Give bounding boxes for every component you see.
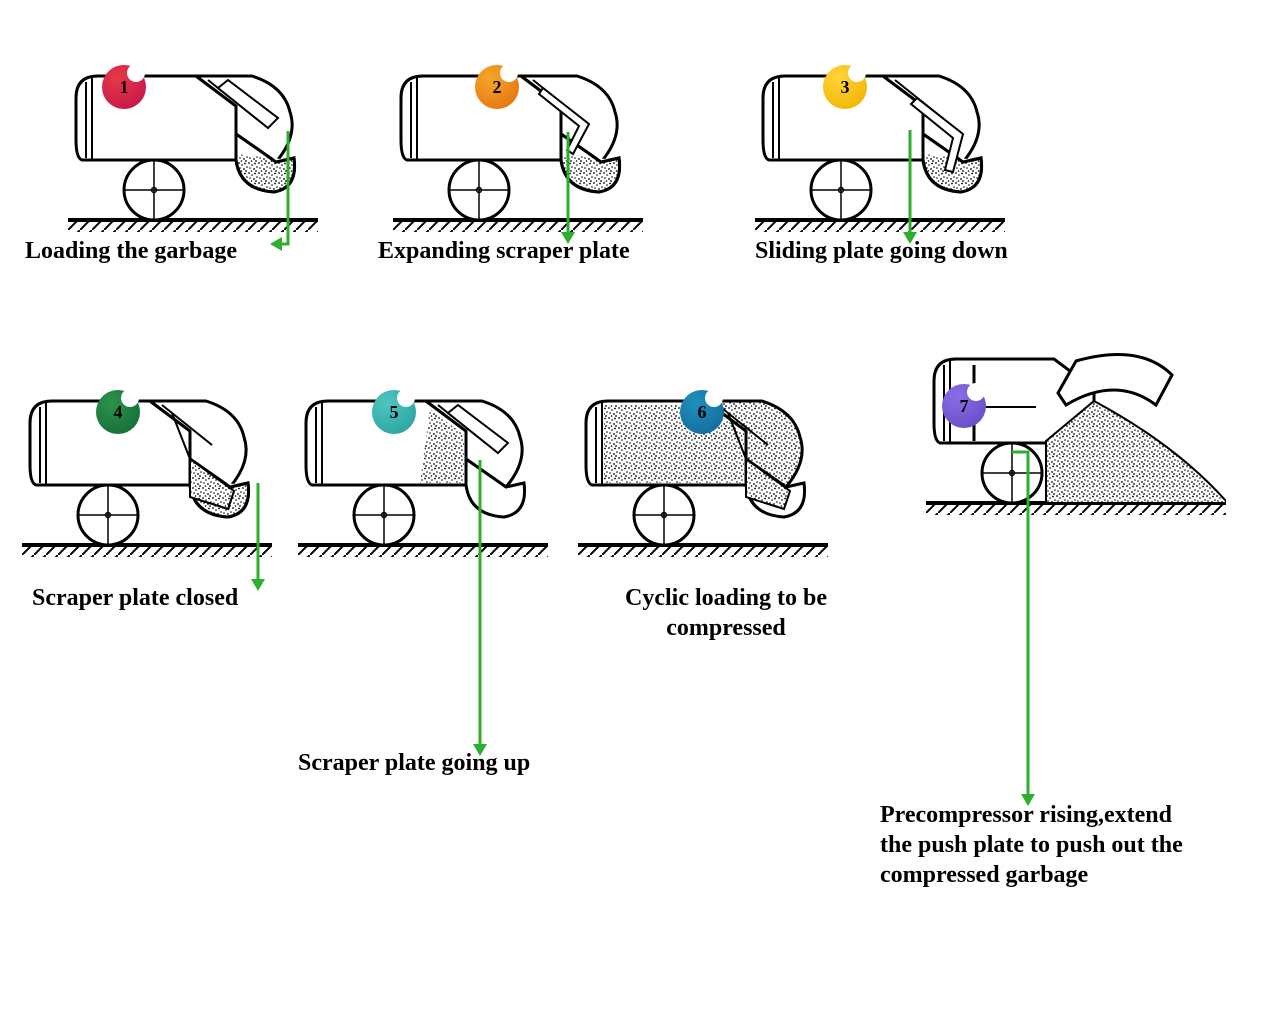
step-badge: 1 (102, 64, 146, 109)
step-caption: Cyclic loading to be compressed (586, 583, 866, 643)
arrow (556, 128, 580, 248)
step-number: 6 (698, 402, 707, 422)
step-5: 5 (298, 387, 598, 577)
step-badge: 6 (680, 389, 724, 434)
step-number: 3 (841, 77, 850, 97)
arrow (1000, 448, 1040, 810)
arrow (468, 456, 492, 760)
step-caption: Precompressor rising,extend the push pla… (880, 800, 1183, 890)
truck-diagram: 4 (22, 387, 322, 577)
step-number: 4 (114, 402, 123, 422)
step-badge: 3 (823, 64, 867, 109)
step-2: 2 (393, 62, 693, 252)
step-badge: 2 (475, 64, 519, 109)
step-caption: Scraper plate going up (298, 748, 530, 778)
step-badge: 5 (372, 389, 416, 434)
arrow (246, 479, 270, 595)
step-badge: 4 (96, 389, 140, 434)
step-4: 4 (22, 387, 322, 577)
step-6: 6 (578, 387, 878, 577)
truck-diagram: 7 (926, 345, 1226, 535)
step-number: 5 (390, 402, 399, 422)
truck-diagram: 2 (393, 62, 693, 252)
step-number: 7 (960, 396, 969, 416)
step-7: 7 (926, 345, 1226, 535)
truck-diagram: 5 (298, 387, 598, 577)
step-1: 1 (68, 62, 368, 252)
truck-diagram: 6 (578, 387, 878, 577)
truck-diagram: 1 (68, 62, 368, 252)
step-number: 2 (493, 77, 502, 97)
arrow (898, 126, 922, 248)
step-caption: Expanding scraper plate (378, 236, 630, 266)
arrow (268, 127, 300, 258)
step-number: 1 (120, 77, 129, 97)
step-caption: Loading the garbage (25, 236, 237, 266)
step-caption: Sliding plate going down (755, 236, 1008, 266)
step-caption: Scraper plate closed (32, 583, 238, 613)
